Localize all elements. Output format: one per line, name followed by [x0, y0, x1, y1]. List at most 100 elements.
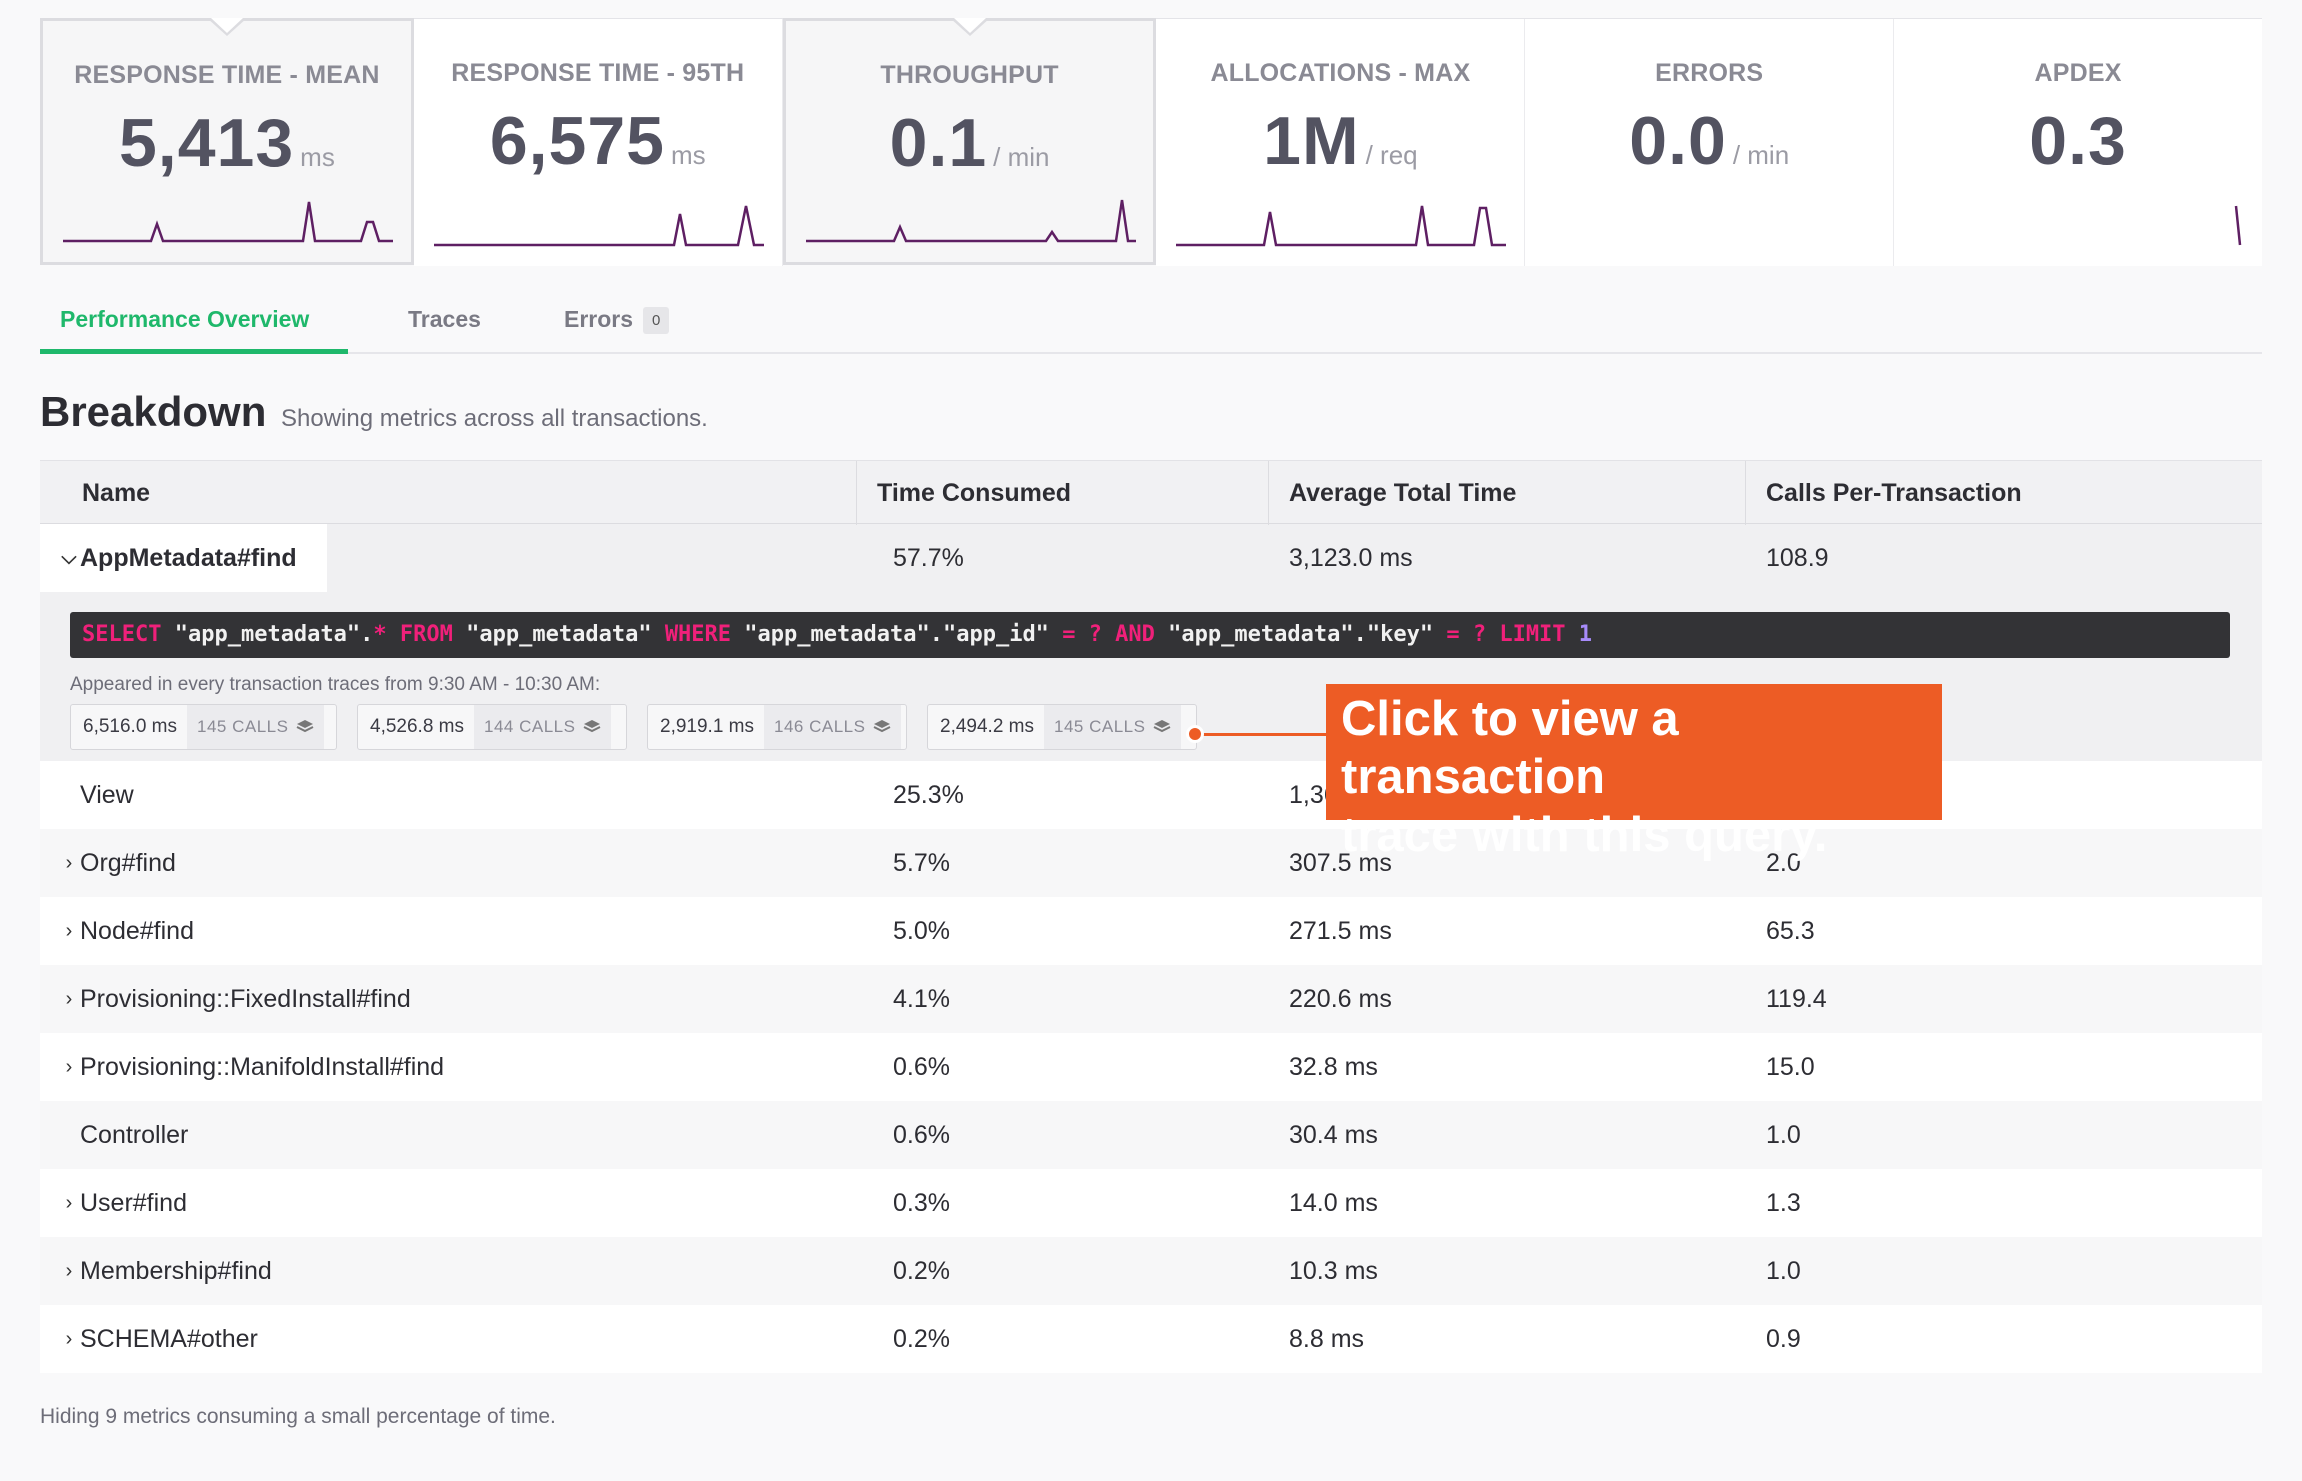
- column-header-average-total-time[interactable]: Average Total Time: [1269, 461, 1746, 525]
- column-header-calls-per-transaction[interactable]: Calls Per-Transaction: [1766, 479, 2022, 507]
- table-row[interactable]: › Provisioning::FixedInstall#find 4.1% 22…: [40, 965, 2262, 1033]
- trace-link[interactable]: 4,526.8 ms 144 CALLS: [357, 704, 627, 750]
- table-row[interactable]: › User#find 0.3% 14.0 ms 1.3: [40, 1169, 2262, 1237]
- chevron-right-icon[interactable]: ›: [65, 1327, 73, 1350]
- appeared-note: Appeared in every transaction traces fro…: [70, 674, 601, 695]
- metric-card-response-time-mean[interactable]: RESPONSE TIME - MEAN 5,413 ms: [40, 18, 414, 265]
- trace-time: 2,919.1 ms: [660, 716, 754, 737]
- metric-unit: ms: [300, 142, 335, 172]
- hidden-metrics-note: Hiding 9 metrics consuming a small perce…: [40, 1405, 556, 1428]
- chevron-right-icon[interactable]: ›: [65, 1259, 73, 1282]
- chevron-right-icon[interactable]: ›: [65, 1191, 73, 1214]
- metric-value: 0.3: [2029, 103, 2127, 179]
- sql-text: "app_metadata": [452, 622, 665, 647]
- metric-label: APDEX: [2034, 59, 2122, 87]
- table-row-expanded[interactable]: ⌵ AppMetadata#find 57.7% 3,123.0 ms 108.…: [40, 524, 2262, 592]
- trace-list: 6,516.0 ms 145 CALLS 4,526.8 ms 144 CALL…: [70, 704, 1217, 750]
- trace-link[interactable]: 2,919.1 ms 146 CALLS: [647, 704, 907, 750]
- sparkline: [2234, 205, 2242, 246]
- trace-calls-label: 144 CALLS: [484, 717, 576, 736]
- chevron-down-icon[interactable]: ⌵: [61, 546, 77, 569]
- column-header-time-consumed[interactable]: Time Consumed: [857, 461, 1269, 525]
- row-calls: 2.0: [1766, 848, 1801, 877]
- sql-keyword: WHERE: [664, 622, 732, 647]
- trace-link[interactable]: 6,516.0 ms 145 CALLS: [70, 704, 337, 750]
- trace-time: 2,494.2 ms: [940, 716, 1034, 737]
- tab-label: Performance Overview: [60, 306, 310, 332]
- table-row[interactable]: Controller 0.6% 30.4 ms 1.0: [40, 1101, 2262, 1169]
- callout-line-2: trace with this query.: [1341, 808, 1828, 862]
- table-row[interactable]: › Org#find 5.7% 307.5 ms 2.0: [40, 829, 2262, 897]
- chevron-right-icon[interactable]: ›: [65, 987, 73, 1010]
- row-calls: 15.0: [1766, 1052, 1815, 1081]
- metric-card-response-time-95th[interactable]: RESPONSE TIME - 95TH 6,575 ms: [413, 19, 783, 266]
- trace-time: 4,526.8 ms: [370, 716, 464, 737]
- row-calls: 0.9: [1766, 1324, 1801, 1353]
- trace-calls: 144 CALLS: [474, 705, 612, 749]
- sparkline: [805, 199, 1136, 243]
- row-name: Org#find: [80, 848, 176, 877]
- row-time-consumed: 5.0%: [893, 916, 950, 945]
- errors-count-badge: 0: [643, 307, 670, 334]
- metric-card-throughput[interactable]: THROUGHPUT 0.1/ min: [782, 18, 1157, 265]
- table-row[interactable]: › SCHEMA#other 0.2% 8.8 ms 0.9: [40, 1305, 2262, 1373]
- trace-calls-label: 145 CALLS: [197, 717, 289, 736]
- layers-icon: [874, 720, 891, 733]
- metric-value: 0.1: [889, 105, 988, 181]
- row-time-consumed: 25.3%: [893, 780, 964, 809]
- sql-keyword: FROM: [386, 622, 453, 647]
- tab-errors[interactable]: Errors 0: [564, 288, 670, 354]
- chevron-right-icon[interactable]: ›: [65, 1055, 73, 1078]
- sql-keyword: AND: [1101, 622, 1155, 647]
- metric-unit: ms: [670, 140, 706, 170]
- row-name: User#find: [80, 1188, 187, 1217]
- table-row[interactable]: › Provisioning::ManifoldInstall#find 0.6%…: [40, 1033, 2262, 1101]
- row-name: Provisioning::FixedInstall#find: [80, 984, 411, 1013]
- row-average-time: 271.5 ms: [1289, 916, 1392, 945]
- breakdown-subtitle: Showing metrics across all transactions.: [281, 405, 708, 432]
- sql-number: 1: [1565, 622, 1593, 647]
- metric-card-errors[interactable]: ERRORS 0.0/ min: [1525, 19, 1895, 266]
- row-name: Provisioning::ManifoldInstall#find: [80, 1052, 445, 1081]
- tab-traces[interactable]: Traces: [408, 288, 481, 354]
- metric-unit: / req: [1365, 140, 1418, 170]
- sparkline: [63, 201, 393, 243]
- chevron-right-icon[interactable]: ›: [65, 919, 73, 942]
- row-time-consumed: 5.7%: [893, 848, 950, 877]
- table-row[interactable]: › Membership#find 0.2% 10.3 ms 1.0: [40, 1237, 2262, 1305]
- trace-calls: 146 CALLS: [764, 705, 902, 749]
- trace-calls: 145 CALLS: [1044, 705, 1182, 749]
- column-header-name[interactable]: Name: [40, 461, 857, 525]
- row-average-time: 30.4 ms: [1289, 1120, 1378, 1149]
- layers-icon: [584, 720, 601, 733]
- row-calls: 1.0: [1766, 1256, 1801, 1285]
- breakdown-title: Breakdown: [40, 388, 267, 435]
- metric-label: ALLOCATIONS - MAX: [1210, 59, 1471, 87]
- metric-value: 0.0: [1629, 103, 1727, 179]
- metric-card-allocations-max[interactable]: ALLOCATIONS - MAX 1M / req: [1156, 19, 1526, 266]
- metric-value: 6,575: [489, 103, 665, 179]
- callout-annotation: Click to view a transaction trace with t…: [1326, 684, 1942, 862]
- metric-card-apdex[interactable]: APDEX 0.3: [1894, 19, 2262, 266]
- row-average-time: 32.8 ms: [1289, 1052, 1378, 1081]
- layers-icon: [1154, 720, 1171, 733]
- sql-keyword: = ?: [1062, 622, 1102, 647]
- tab-label: Errors: [564, 306, 634, 332]
- row-time-consumed: 4.1%: [893, 984, 950, 1013]
- sql-text: "app_metadata"."key": [1154, 622, 1447, 647]
- tab-bar: Performance Overview Traces Errors 0: [40, 288, 2262, 354]
- metric-value: 5,413: [118, 105, 295, 181]
- trace-link[interactable]: 2,494.2 ms 145 CALLS: [927, 704, 1197, 750]
- table-row[interactable]: › Node#find 5.0% 271.5 ms 65.3: [40, 897, 2262, 965]
- row-calls: 108.9: [1766, 543, 1829, 572]
- row-average-time: 8.8 ms: [1289, 1324, 1365, 1353]
- metric-label: RESPONSE TIME - 95TH: [451, 59, 745, 87]
- row-time-consumed: 0.6%: [893, 1120, 950, 1149]
- sql-text: "app_metadata".: [161, 622, 374, 647]
- sql-keyword: SELECT: [82, 622, 162, 647]
- chevron-right-icon[interactable]: ›: [65, 851, 73, 874]
- tab-label: Traces: [408, 306, 481, 332]
- row-calls: 1.3: [1766, 1188, 1801, 1217]
- row-name: AppMetadata#find: [80, 543, 297, 572]
- tab-performance-overview[interactable]: Performance Overview: [40, 288, 348, 354]
